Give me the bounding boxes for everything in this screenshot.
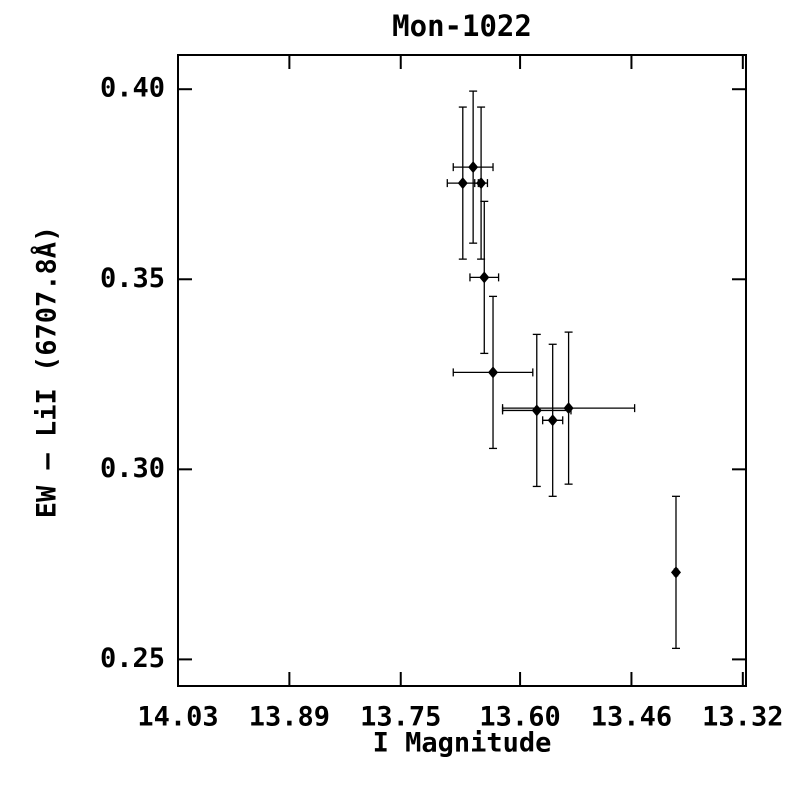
point [531, 404, 542, 417]
y-tick-label: 0.40 [100, 73, 165, 104]
y-tick-label: 0.35 [100, 263, 165, 294]
x-tick-label: 13.89 [249, 702, 330, 733]
x-axis-label: I Magnitude [373, 728, 552, 759]
x-tick-label: 13.75 [360, 702, 441, 733]
x-tick-label: 14.03 [137, 702, 218, 733]
x-tick-label: 13.32 [702, 702, 783, 733]
point [563, 402, 574, 415]
plot-frame [177, 54, 747, 687]
point [479, 271, 490, 284]
x-tick-label: 13.46 [591, 702, 672, 733]
y-tick-label: 0.25 [100, 643, 165, 674]
point [670, 566, 681, 579]
point [547, 414, 558, 427]
y-tick-label: 0.30 [100, 453, 165, 484]
point [457, 177, 468, 190]
point [488, 366, 499, 379]
chart-title: Mon-1022 [392, 9, 532, 43]
point [476, 177, 487, 190]
point [468, 161, 479, 174]
x-tick-label: 13.60 [479, 702, 560, 733]
y-axis-label: EW – LiI (6707.8Å) [31, 226, 63, 519]
